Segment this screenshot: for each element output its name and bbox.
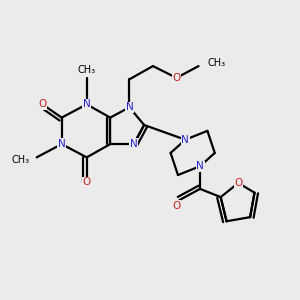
Text: O: O bbox=[38, 99, 47, 110]
Text: O: O bbox=[172, 201, 181, 211]
Text: N: N bbox=[58, 139, 65, 149]
Text: N: N bbox=[130, 139, 138, 149]
Text: N: N bbox=[83, 99, 91, 110]
Text: N: N bbox=[125, 102, 133, 112]
Text: O: O bbox=[234, 178, 242, 188]
Text: O: O bbox=[82, 177, 91, 188]
Text: CH₃: CH₃ bbox=[78, 65, 96, 76]
Text: N: N bbox=[182, 135, 189, 145]
Text: CH₃: CH₃ bbox=[11, 155, 29, 165]
Text: N: N bbox=[196, 161, 204, 171]
Text: O: O bbox=[172, 73, 181, 83]
Text: CH₃: CH₃ bbox=[207, 58, 226, 68]
